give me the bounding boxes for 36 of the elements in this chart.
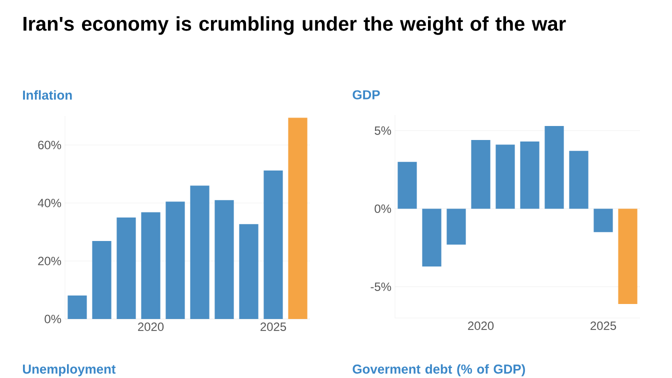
bar — [496, 144, 515, 209]
y-tick-label: 20% — [38, 256, 62, 266]
bar — [398, 162, 417, 209]
x-tick-label: 2020 — [468, 322, 494, 330]
x-tick-label: 2020 — [138, 322, 164, 331]
bar — [422, 208, 442, 266]
y-tick-label: -5% — [370, 282, 392, 291]
bar — [520, 142, 540, 209]
bar — [544, 126, 564, 209]
bar — [92, 241, 112, 320]
x-tick-label: 2025 — [590, 322, 616, 330]
bar — [618, 208, 638, 304]
bar — [141, 212, 160, 320]
bar — [190, 186, 210, 320]
x-tick-label: 2025 — [260, 322, 286, 331]
text: Iran's economy is crumbling under the weight of the war — [24, 16, 566, 35]
bar — [116, 218, 136, 320]
y-tick-label: 60% — [38, 140, 62, 150]
text: Unemployment — [22, 364, 116, 376]
bar — [68, 296, 87, 320]
y-tick-label: 0% — [44, 314, 62, 324]
bar — [264, 170, 283, 320]
bar — [288, 118, 308, 320]
text: Goverment debt (% of GDP) — [352, 364, 525, 376]
y-tick-label: 5% — [374, 126, 392, 135]
bar — [569, 150, 588, 209]
bar — [471, 140, 490, 209]
bar — [214, 200, 234, 320]
chart-title: GDP — [352, 90, 380, 100]
chart-title: Inflation — [23, 90, 72, 100]
bar — [594, 208, 613, 232]
bar — [446, 208, 466, 245]
y-tick-label: 0% — [374, 204, 392, 213]
y-tick-label: 40% — [38, 198, 62, 208]
bar — [166, 202, 185, 320]
bar — [239, 224, 258, 320]
